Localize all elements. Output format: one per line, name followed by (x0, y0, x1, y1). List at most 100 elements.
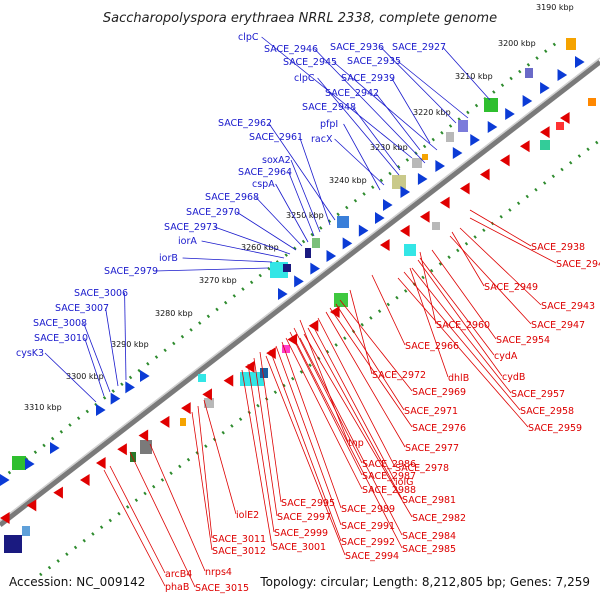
minus-gene-label: SACE_2957 (511, 389, 565, 400)
gene-block (484, 98, 498, 112)
gene-block (12, 456, 26, 470)
plus-gene-label: iorB (159, 253, 178, 264)
plus-gene-label: cysK3 (16, 348, 44, 359)
tick-label: 3230 kbp (370, 143, 408, 152)
plus-gene-label: SACE_2936 (330, 42, 384, 53)
plus-leader-line (124, 292, 127, 381)
minus-leader-line (203, 399, 237, 515)
minus-leader-line (259, 351, 282, 503)
minus-gene-label: SACE_2999 (274, 528, 328, 539)
outer-tick-ring (0, 38, 561, 482)
gene-block (22, 526, 30, 536)
plus-leader-line (314, 48, 426, 164)
strand-arrow (383, 199, 393, 211)
plus-gene-label: SACE_2939 (341, 73, 395, 84)
minus-gene-label: SACE_2947 (531, 320, 585, 331)
minus-gene-label: SACE_2987 (362, 471, 416, 482)
strand-arrow (96, 457, 106, 469)
accession-text: Accession: NC_009142 (9, 575, 145, 589)
plus-gene-label: SACE_3008 (33, 318, 87, 329)
tick-label: 3220 kbp (413, 108, 451, 117)
minus-gene-label: SACE_2992 (341, 537, 395, 548)
minus-gene-label: SACE_2982 (412, 513, 466, 524)
gene-block (198, 374, 206, 382)
genome-backbone-highlight (0, 57, 600, 522)
strand-arrow (470, 134, 480, 146)
gene-block (312, 238, 320, 248)
strand-arrow (540, 126, 550, 139)
minus-leader-line (247, 363, 275, 533)
minus-leader-line (403, 271, 521, 411)
minus-leader-line (275, 345, 342, 526)
plus-gene-label: SACE_2979 (104, 266, 158, 277)
tick-label: 3260 kbp (241, 243, 279, 252)
minus-leader-line (269, 349, 342, 542)
minus-gene-label: SACE_2943 (541, 301, 595, 312)
tick-label: 3300 kbp (66, 372, 104, 381)
minus-gene-label: SACE_3001 (272, 542, 326, 553)
strand-arrow (308, 319, 319, 332)
minus-gene-label: SACE_2985 (402, 544, 456, 555)
minus-leader-line (265, 355, 346, 556)
minus-leader-line (281, 341, 342, 509)
minus-leader-line (411, 267, 512, 394)
minus-leader-line (469, 209, 532, 247)
gene-block (337, 216, 349, 228)
strand-arrow (96, 404, 106, 416)
minus-leader-line (197, 405, 213, 539)
strand-arrow (460, 182, 470, 195)
tick-label: 3270 kbp (199, 276, 237, 285)
plus-gene-label: SACE_2962 (218, 118, 272, 129)
strand-arrow (400, 186, 411, 198)
gene-block (588, 98, 596, 106)
minus-gene-label: cydA (494, 351, 518, 362)
plus-leader-line (317, 77, 400, 176)
strand-arrow (159, 415, 170, 428)
plus-leader-line (268, 122, 336, 221)
minus-gene-label: SACE_2981 (402, 495, 456, 506)
strand-arrow (0, 512, 10, 524)
strand-arrow (557, 69, 568, 81)
strand-arrow (487, 121, 498, 133)
gene-block (282, 345, 290, 353)
minus-gene-label: cydB (502, 372, 525, 383)
plus-gene-label: soxA2 (262, 155, 291, 166)
plus-leader-line (299, 136, 331, 226)
minus-leader-line (469, 217, 557, 264)
plus-leader-line (380, 46, 457, 124)
plus-strand-labels: clpC SACE_2946 SACE_2945 SACE_2936 SACE_2935… (16, 32, 491, 403)
minus-leader-line (103, 469, 166, 587)
gene-block (180, 418, 186, 426)
minus-leader-line (317, 317, 396, 468)
minus-gene-label: SACE_2997 (277, 512, 331, 523)
strand-arrow (50, 442, 60, 454)
plus-leader-line (442, 46, 491, 101)
minus-gene-label: SACE_2988 (362, 485, 416, 496)
strand-arrow (417, 173, 428, 185)
plus-gene-label: pfpI (320, 119, 338, 130)
plus-leader-line (83, 322, 111, 393)
minus-gene-label: SACE_2989 (341, 504, 395, 515)
plus-gene-label: SACE_2948 (302, 102, 356, 113)
gene-block (305, 248, 311, 258)
plus-leader-line (201, 240, 285, 259)
minus-leader-line (241, 369, 273, 547)
plus-gene-label: racX (311, 134, 333, 145)
plus-gene-label: SACE_3006 (74, 288, 128, 299)
strand-arrow (326, 250, 337, 262)
strand-arrow (223, 374, 234, 387)
minus-leader-line (299, 337, 403, 536)
strand-arrow (505, 108, 515, 120)
plus-gene-label: SACE_2927 (392, 42, 446, 53)
plus-leader-line (44, 352, 97, 403)
minus-gene-label: arcB4 (165, 569, 192, 580)
plus-leader-line (255, 196, 303, 247)
strand-arrow (287, 333, 298, 346)
minus-gene-label: SACE_2969 (412, 387, 466, 398)
minus-leader-line (295, 341, 403, 549)
tick-label: 3310 kbp (24, 403, 62, 412)
strand-arrow (500, 154, 510, 167)
strand-arrow (400, 224, 410, 237)
strand-arrow (358, 224, 369, 237)
